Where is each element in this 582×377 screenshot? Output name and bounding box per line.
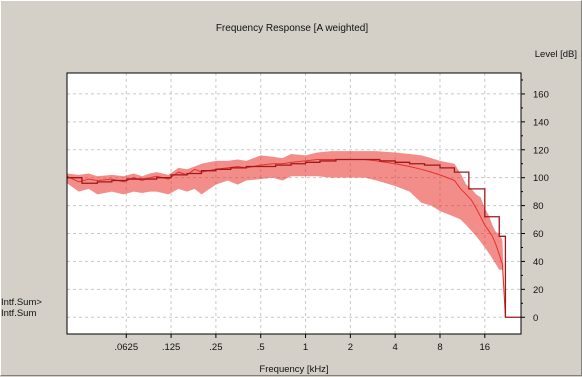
x-tick-label: 16 [480,342,491,353]
y-tick-label: 60 [533,229,544,240]
x-tick-label: .25 [209,342,222,353]
y-tick-label: 40 [533,257,544,268]
series-steps-line [67,158,521,318]
chart-title: Frequency Response [A weighted] [216,23,369,34]
x-tick-label: 4 [393,342,398,353]
plot-frame [66,72,522,335]
y-tick-label: 0 [533,313,538,324]
y-tick-label: 120 [533,145,549,156]
axes: .0625.125.25.5 1 2 4 8 1602040608010012014016… [66,72,549,353]
x-tick-label: .125 [162,342,181,353]
legend-entry-intf-sum: Intf.Sum [1,308,36,319]
y-tick-label: 100 [533,173,549,184]
x-axis-label: Frequency [kHz] [259,364,328,375]
x-tick-label: .0625 [114,342,138,353]
legend-entry-intf-sum-gt: Intf.Sum> [1,297,42,308]
y-axis-label: Level [dB] [535,49,577,60]
x-tick-label: 1 [303,342,308,353]
x-tick-label: .5 [257,342,265,353]
y-tick-label: 80 [533,201,544,212]
y-tick-label: 160 [533,89,549,100]
y-tick-label: 20 [533,285,544,296]
x-tick-label: 8 [437,342,442,353]
x-tick-label: 2 [348,342,353,353]
series-layer [66,151,521,318]
y-tick-label: 140 [533,117,549,128]
